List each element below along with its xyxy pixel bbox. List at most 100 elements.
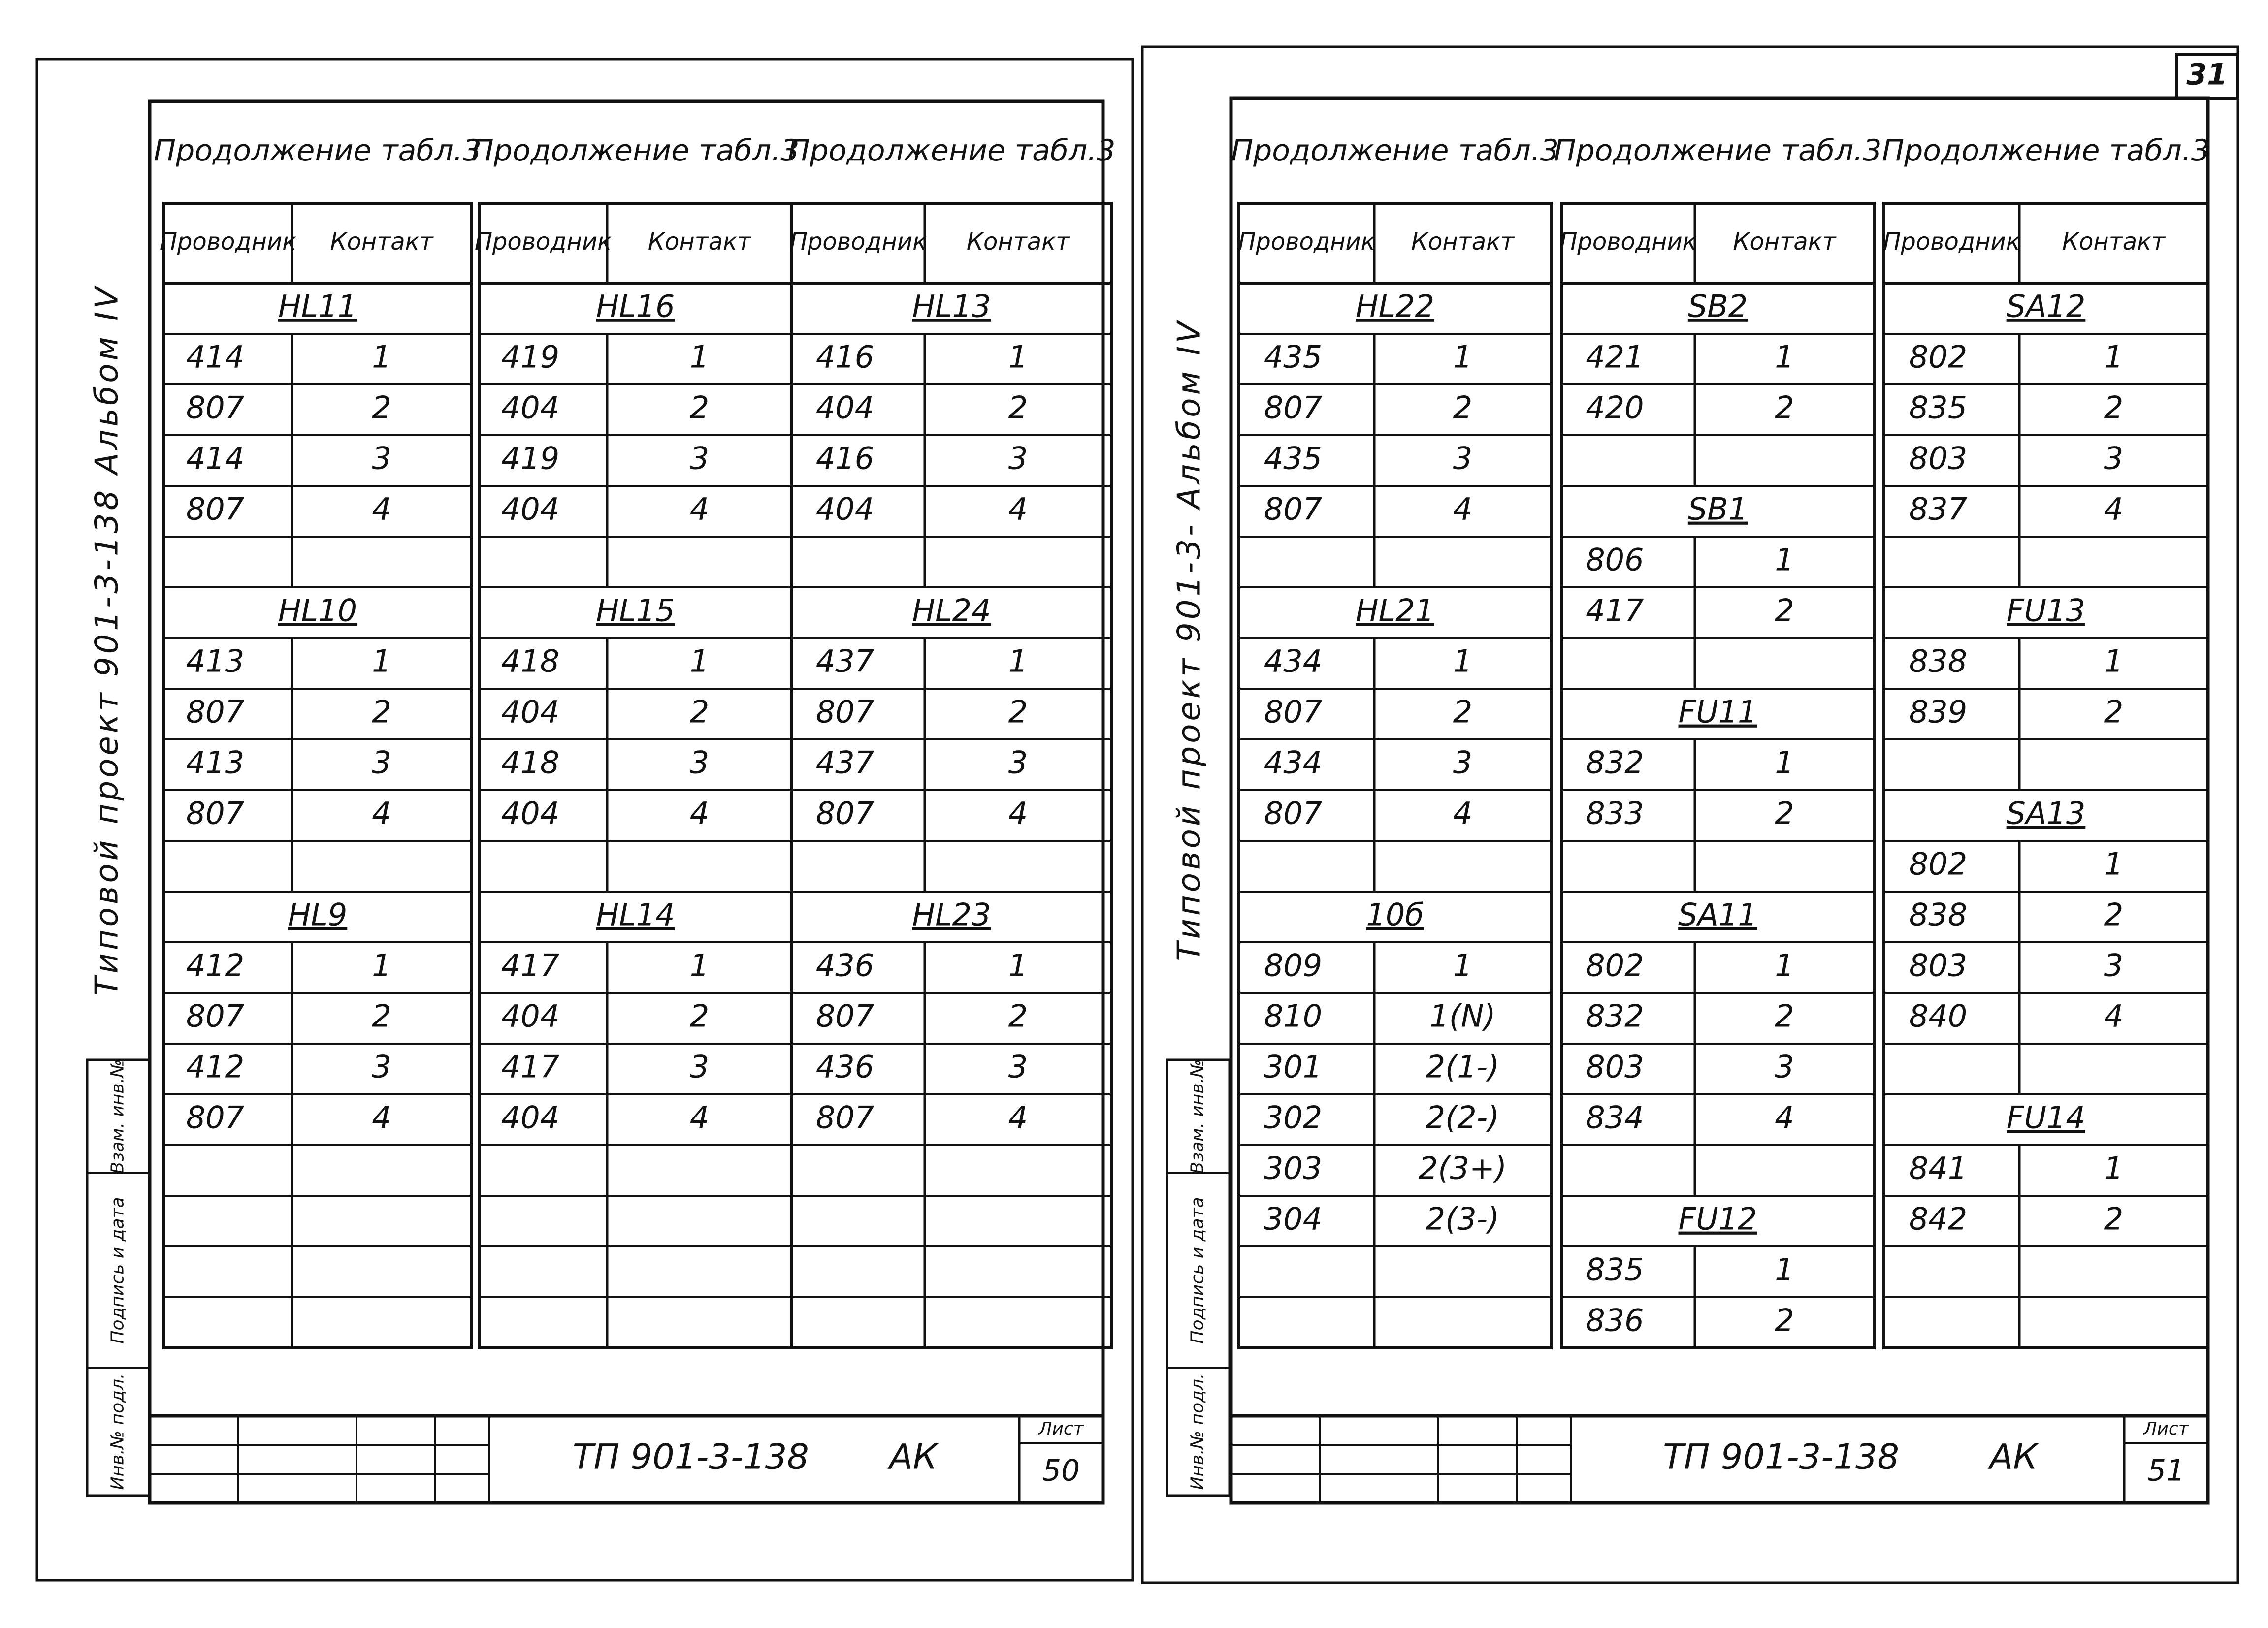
conductor: 807 [186,390,244,426]
contact: 2 [1008,694,1028,730]
table-border [790,202,1113,1349]
column-header: Проводник [1559,228,1696,255]
contact: 1 [1008,948,1028,984]
conductor: 807 [186,1100,244,1136]
group-heading: SA12 [2007,288,2086,324]
conductor: 834 [1586,1100,1644,1136]
conductor: 414 [186,339,244,375]
contact: 1(N) [1429,998,1495,1034]
contact: 3 [1008,1049,1028,1085]
contact: 2 [690,390,709,426]
group-heading: HL14 [596,897,675,933]
contact: 4 [1775,1100,1794,1136]
contact: 4 [690,491,709,527]
contact: 1 [1775,745,1794,781]
conductor: 414 [186,441,244,477]
conductor: 836 [1586,1303,1644,1339]
conductor: 807 [1264,491,1322,527]
contact: 1 [372,339,391,375]
conductor: 413 [186,745,244,781]
column-header: Контакт [1411,228,1515,255]
conductor: 417 [501,1049,559,1085]
contact: 3 [1453,441,1472,477]
conductor: 841 [1909,1150,1967,1186]
conductor: 418 [501,745,559,781]
side-text: Типовой проект 901-3- Альбом IV [1171,319,1208,961]
table-border [162,202,473,1349]
conductor: 807 [816,796,874,831]
column-header: Проводник [790,228,927,255]
contact: 2 [372,390,391,426]
contact: 2(2-) [1426,1100,1500,1136]
contact: 1 [1008,643,1028,679]
table-title: Продолжение табл.3 [1231,133,1559,168]
column-header: Проводник [160,228,296,255]
conductor: 436 [816,948,874,984]
conductor: 807 [1264,796,1322,831]
conductor: 807 [186,796,244,831]
conductor: 842 [1909,1201,1967,1237]
conductor: 802 [1586,948,1644,984]
group-heading: 10б [1366,897,1424,933]
table-border [1560,202,1876,1349]
conductor: 807 [816,998,874,1034]
conductor: 802 [1909,846,1967,882]
group-heading: HL21 [1356,593,1434,629]
conductor: 837 [1909,491,1967,527]
side-text: Типовой проект 901-3-138 Альбом IV [89,284,126,996]
group-heading: FU14 [2007,1100,2085,1136]
conductor: 417 [1586,593,1644,629]
contact: 1 [690,643,709,679]
conductor: 302 [1264,1100,1322,1136]
contact: 2 [1775,1303,1794,1339]
contact: 1 [1775,1252,1794,1288]
conductor: 810 [1264,998,1322,1034]
document-code: ТП 901-3-138 [1663,1437,1899,1477]
conductor: 807 [1264,694,1322,730]
conductor: 437 [816,643,874,679]
page-border [35,58,1134,1582]
conductor: 303 [1264,1150,1322,1186]
conductor: 404 [501,491,559,527]
conductor: 404 [816,390,874,426]
table-title: Продолжение табл.3 [154,133,482,168]
conductor: 418 [501,643,559,679]
group-heading: HL9 [288,897,348,933]
contact: 2 [1775,390,1794,426]
conductor: 807 [816,694,874,730]
column-header: Контакт [2062,228,2166,255]
contact: 3 [2104,948,2123,984]
conductor: 416 [816,339,874,375]
conductor: 434 [1264,745,1322,781]
conductor: 803 [1909,441,1967,477]
conductor: 807 [186,998,244,1034]
conductor: 417 [501,948,559,984]
conductor: 420 [1586,390,1644,426]
contact: 4 [372,491,391,527]
table-title: Продолжение табл.3 [788,133,1116,168]
contact: 2 [2104,694,2123,730]
group-heading: HL10 [278,593,357,629]
document-mark: АК [887,1437,939,1477]
group-heading: SB1 [1688,491,1748,527]
conductor: 421 [1586,339,1644,375]
contact: 3 [372,441,391,477]
contact: 4 [1008,796,1028,831]
contact: 1 [1775,339,1794,375]
contact: 1 [690,339,709,375]
contact: 1 [1453,643,1472,679]
column-header: Контакт [1733,228,1837,255]
conductor: 301 [1264,1049,1322,1085]
contact: 4 [1008,491,1028,527]
conductor: 437 [816,745,874,781]
conductor: 404 [501,796,559,831]
table-title: Продолжение табл.3 [472,133,800,168]
contact: 3 [1775,1049,1794,1085]
column-header: Контакт [967,228,1070,255]
contact: 4 [1453,491,1472,527]
contact: 1 [1453,948,1472,984]
conductor: 404 [501,1100,559,1136]
conductor: 416 [816,441,874,477]
conductor: 807 [186,491,244,527]
contact: 1 [1453,339,1472,375]
